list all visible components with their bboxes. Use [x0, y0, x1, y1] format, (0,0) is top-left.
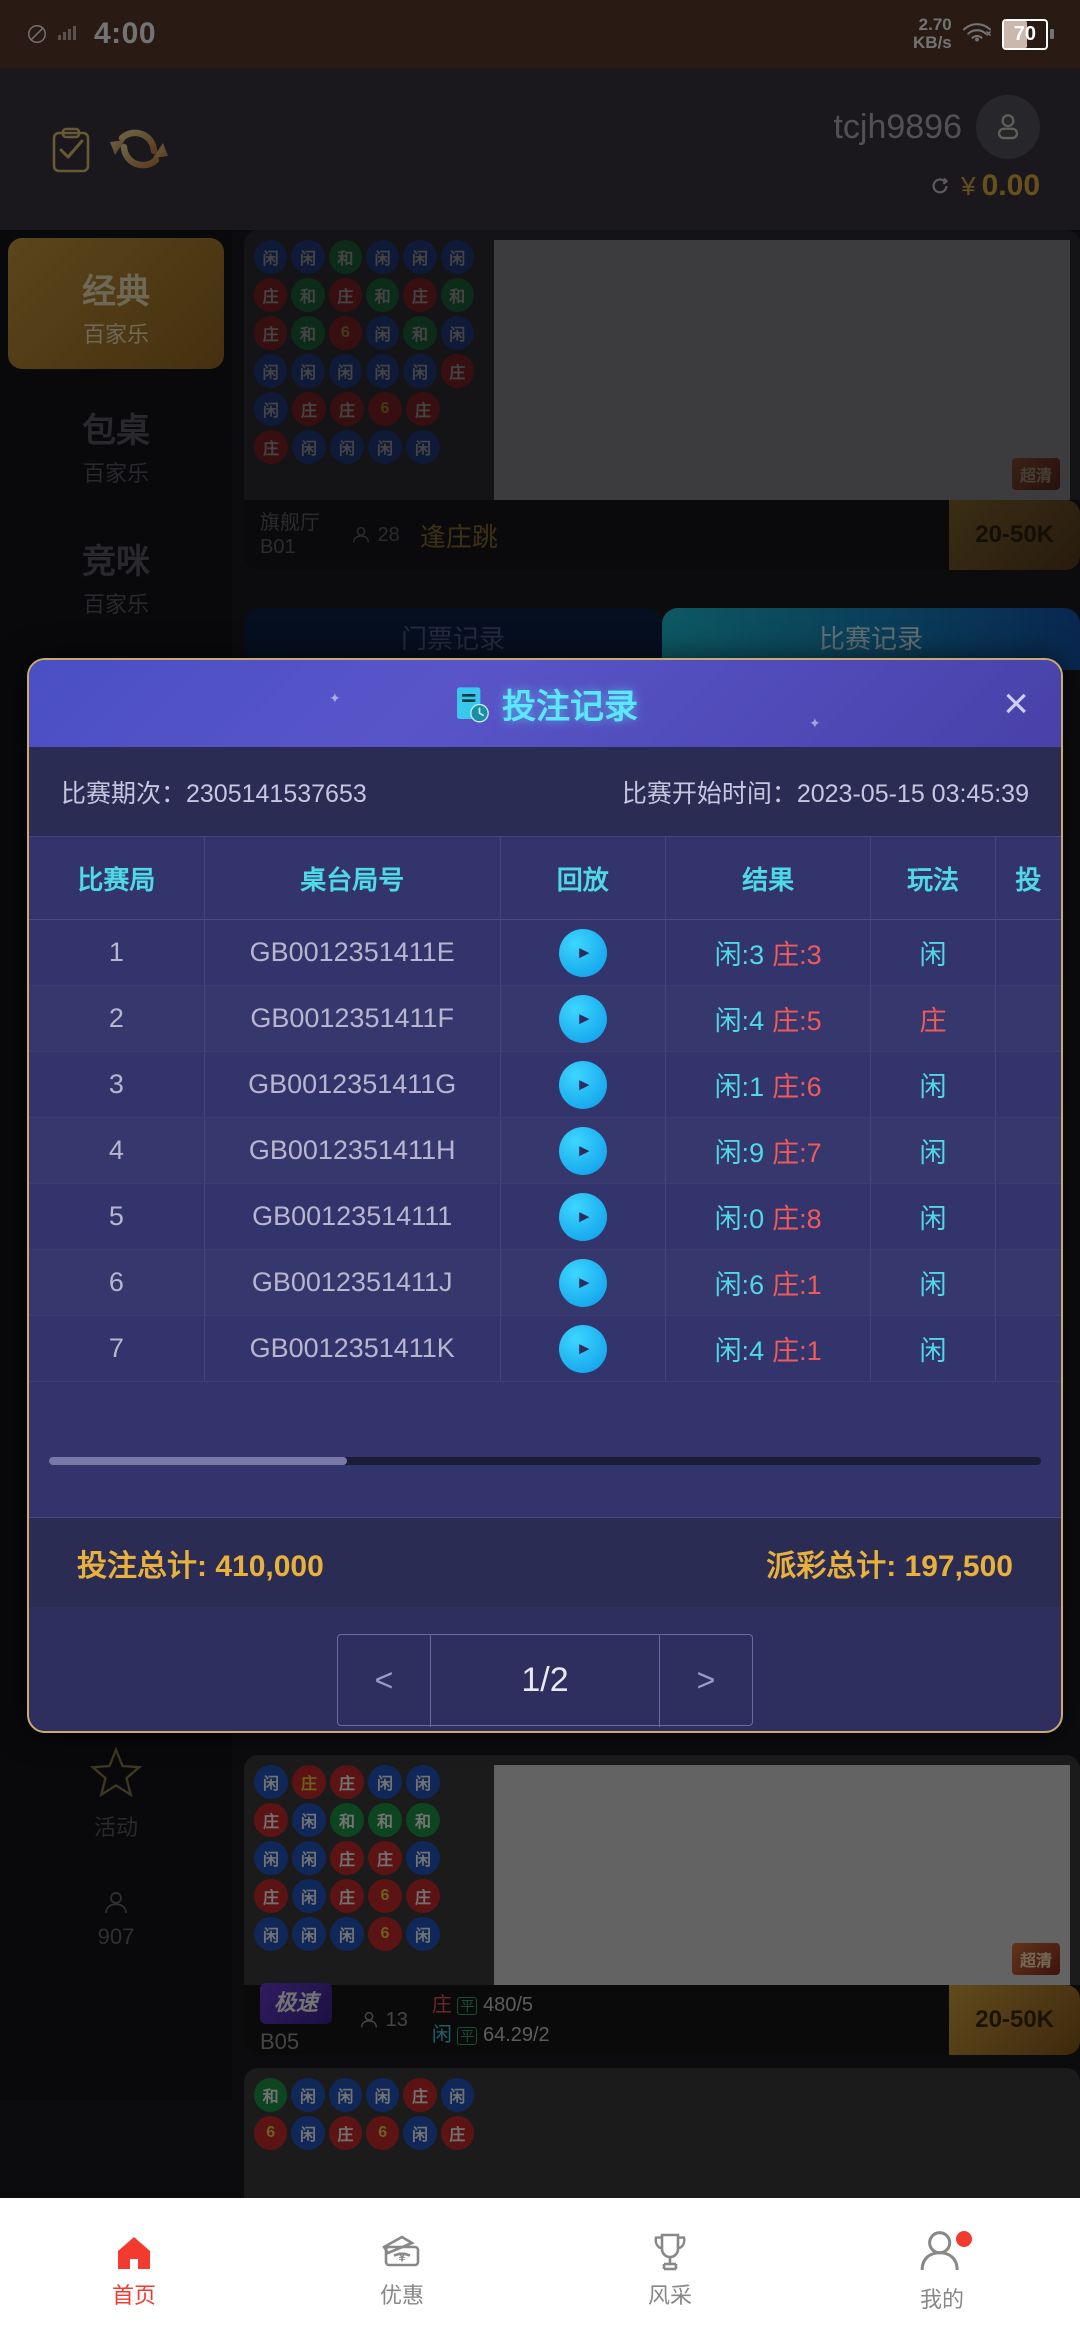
svg-text:¥: ¥: [398, 2249, 406, 2264]
